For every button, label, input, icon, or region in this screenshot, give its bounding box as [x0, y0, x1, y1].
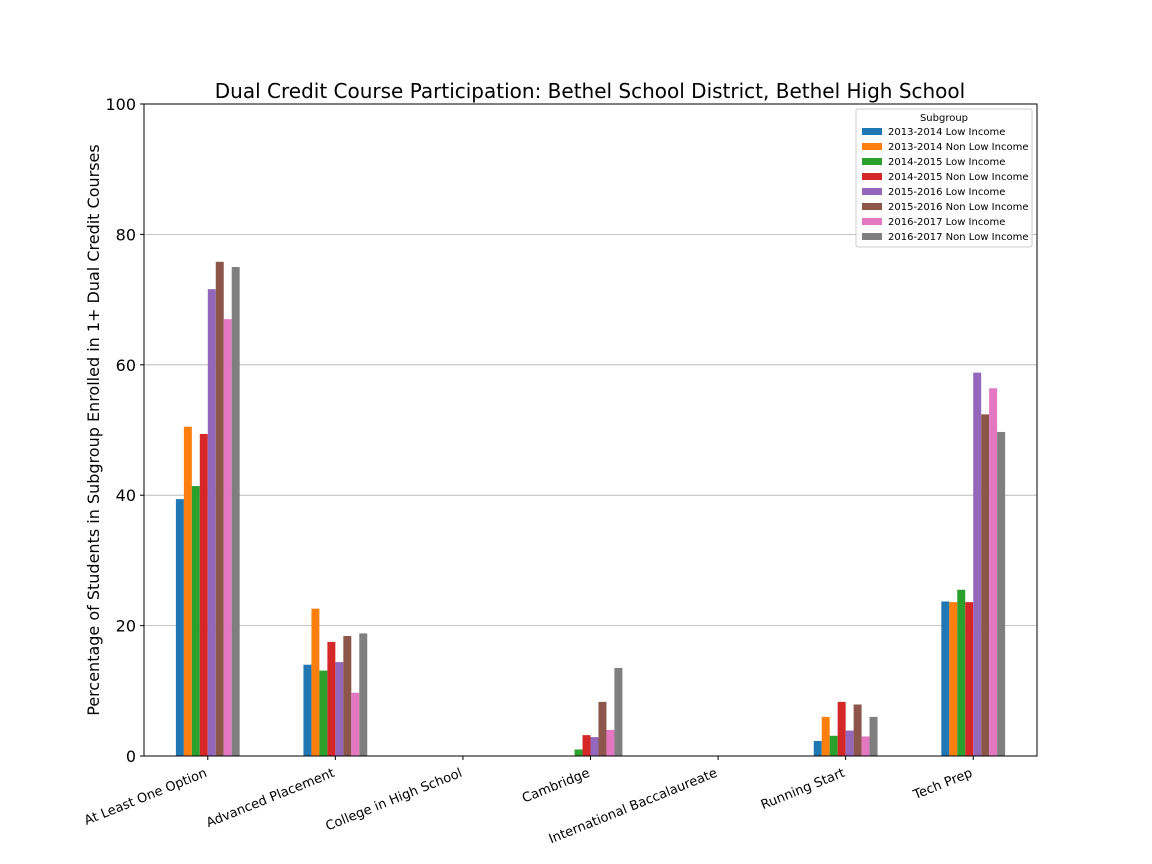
- bar: [837, 701, 846, 756]
- x-tick-label: Cambridge: [520, 766, 592, 807]
- y-ticks: 0 20 40 60 80 100: [105, 95, 144, 766]
- legend-swatch: [862, 128, 882, 135]
- legend-label: 2015-2016 Low Income: [888, 187, 1005, 198]
- legend-label: 2016-2017 Non Low Income: [888, 232, 1028, 243]
- bar: [614, 667, 623, 756]
- bar: [590, 737, 599, 756]
- bar: [175, 499, 184, 756]
- bar: [359, 633, 368, 756]
- y-tick-label: 40: [116, 486, 136, 505]
- bar: [215, 261, 224, 756]
- legend-label: 2013-2014 Non Low Income: [888, 142, 1028, 153]
- legend-swatch: [862, 158, 882, 165]
- y-tick-label: 80: [116, 225, 136, 244]
- legend-swatch: [862, 203, 882, 210]
- gridlines: [144, 233, 1037, 626]
- bar: [853, 704, 862, 756]
- bar: [949, 602, 958, 756]
- bar: [606, 729, 615, 756]
- y-tick-label: 20: [116, 617, 136, 636]
- bar: [231, 267, 240, 756]
- bar: [223, 319, 232, 756]
- y-tick-label: 60: [116, 356, 136, 375]
- bar: [973, 372, 982, 756]
- bars: [175, 261, 1006, 756]
- chart-title: Dual Credit Course Participation: Bethel…: [215, 79, 965, 103]
- bar: [829, 735, 838, 756]
- legend: Subgroup 2013-2014 Low Income 2013-2014 N…: [855, 108, 1033, 248]
- bar: [941, 601, 950, 756]
- bar: [199, 433, 208, 756]
- bar: [997, 431, 1006, 756]
- bar: [598, 701, 607, 756]
- x-tick-label: Running Start: [759, 766, 847, 813]
- bar: [335, 662, 344, 756]
- bar: [319, 670, 328, 756]
- y-tick-label: 100: [105, 95, 136, 114]
- bar: [861, 736, 870, 756]
- bar: [191, 486, 200, 756]
- bar: [303, 664, 312, 756]
- x-tick-label: At Least One Option: [82, 766, 209, 829]
- bar: [327, 641, 336, 756]
- legend-label: 2013-2014 Low Income: [888, 127, 1005, 138]
- legend-swatch: [862, 143, 882, 150]
- bar: [813, 741, 822, 756]
- legend-swatch: [862, 218, 882, 225]
- bar: [845, 730, 854, 756]
- legend-title: Subgroup: [920, 113, 968, 124]
- bar: [311, 608, 320, 756]
- legend-box: [855, 108, 1033, 248]
- bar: [207, 289, 216, 756]
- legend-label: 2014-2015 Non Low Income: [888, 172, 1028, 183]
- bar: [821, 716, 830, 756]
- bar: [582, 735, 591, 756]
- legend-label: 2015-2016 Non Low Income: [888, 202, 1028, 213]
- legend-items: 2013-2014 Low Income 2013-2014 Non Low In…: [862, 127, 1028, 243]
- legend-swatch: [862, 188, 882, 195]
- legend-swatch: [862, 173, 882, 180]
- legend-label: 2014-2015 Low Income: [888, 157, 1005, 168]
- bar: [965, 602, 974, 756]
- legend-label: 2016-2017 Low Income: [888, 217, 1005, 228]
- bar: [574, 749, 583, 756]
- bar: [869, 716, 878, 756]
- bar: [981, 414, 990, 756]
- bar: [351, 692, 360, 756]
- bar: [343, 636, 352, 756]
- x-tick-label: College in High School: [324, 766, 465, 835]
- x-tick-label: Advanced Placement: [204, 766, 337, 831]
- y-tick-label: 0: [126, 747, 136, 766]
- legend-swatch: [862, 233, 882, 240]
- y-axis-label: Percentage of Students in Subgroup Enrol…: [84, 144, 103, 715]
- bar: [183, 426, 192, 756]
- bar: [989, 388, 998, 756]
- x-tick-label: Tech Prep: [911, 766, 975, 804]
- bar: [957, 589, 966, 756]
